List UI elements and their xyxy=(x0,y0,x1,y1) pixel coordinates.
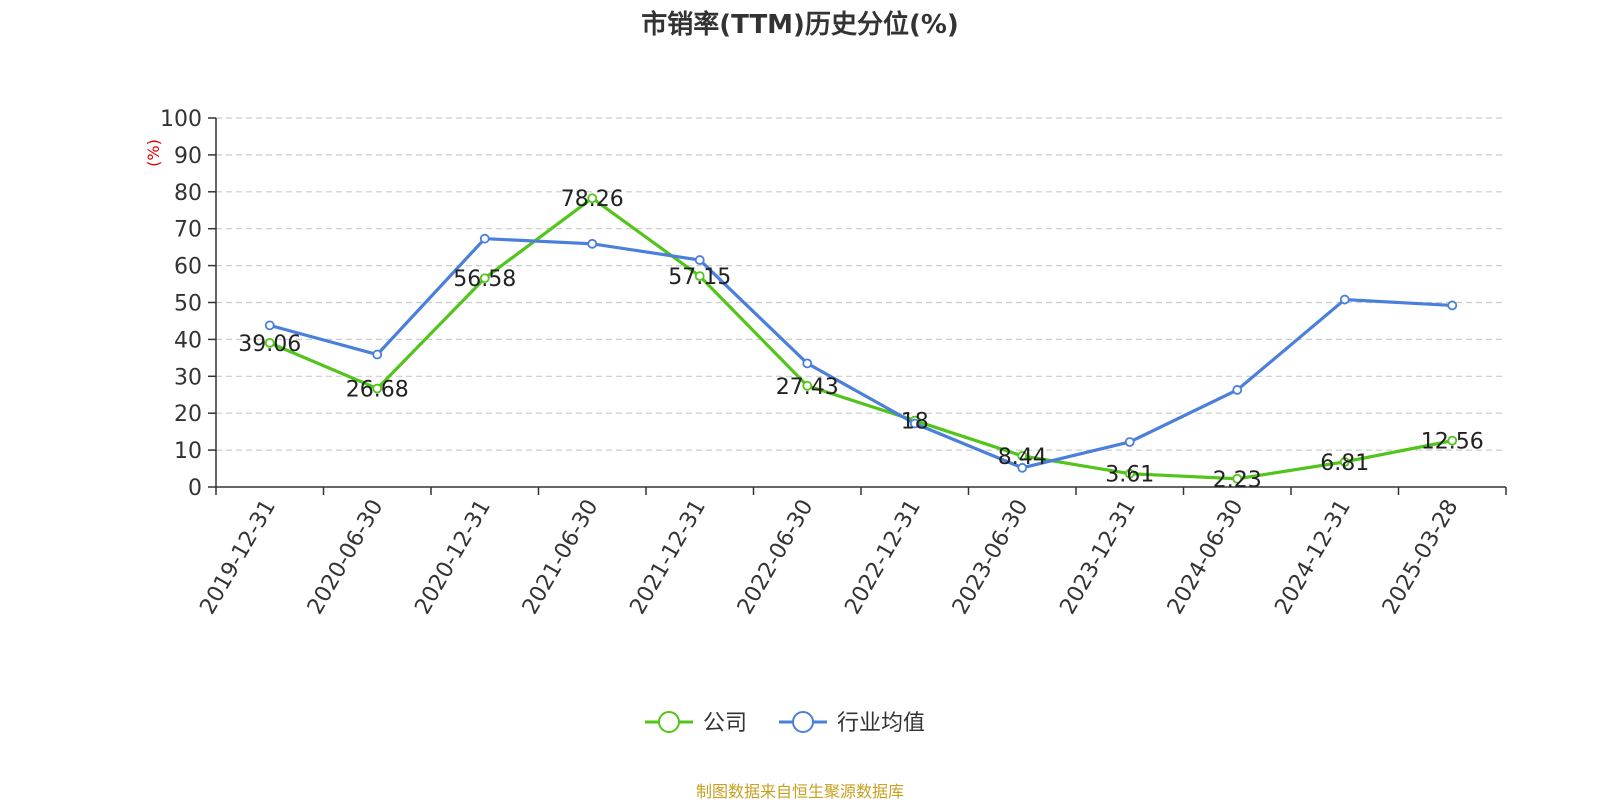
point-公司-2023-12-31[interactable] xyxy=(1124,468,1135,479)
x-tick-label-2023-12-31: 2023-12-31 xyxy=(1055,496,1141,619)
data-label-2020-06-30: 26.68 xyxy=(346,378,409,403)
axes: 0 10 20 30 40 50 60 70 80 90 100 (%) 2019-12-31 2020-… xyxy=(144,107,1507,619)
series-line-公司 xyxy=(269,196,1453,481)
point-公司-2025-03-28[interactable] xyxy=(1447,435,1458,446)
point-行业均值-2022-06-30[interactable] xyxy=(802,358,813,369)
y-axis-label: (%) xyxy=(144,139,163,167)
point-行业均值-2023-06-30[interactable] xyxy=(1017,462,1028,473)
point-行业均值-2020-12-31[interactable] xyxy=(479,233,490,244)
x-tick-label-2020-06-30: 2020-06-30 xyxy=(303,496,389,619)
point-公司-2021-12-31[interactable] xyxy=(694,271,705,282)
point-行业均值-2021-06-30[interactable] xyxy=(587,238,598,249)
series-lines xyxy=(264,193,1458,484)
point-公司-2024-12-31[interactable] xyxy=(1339,456,1350,467)
point-行业均值-2019-12-31[interactable] xyxy=(264,320,275,331)
data-label-2024-06-30: 2.23 xyxy=(1213,468,1262,493)
point-行业均值-2021-12-31[interactable] xyxy=(694,255,705,265)
x-tick-label-2019-12-31: 2019-12-31 xyxy=(195,496,281,619)
point-公司-2023-06-30[interactable] xyxy=(1017,450,1028,461)
point-行业均值-2024-12-31[interactable] xyxy=(1339,294,1350,305)
x-tick-label-2024-06-30: 2024-06-30 xyxy=(1163,496,1249,619)
data-label-2025-03-28: 12.56 xyxy=(1421,430,1484,455)
y-tick-label-80: 80 xyxy=(174,181,202,206)
point-公司-2019-12-31[interactable] xyxy=(264,337,275,348)
grid-lines xyxy=(216,117,1506,451)
y-tick-label-100: 100 xyxy=(160,107,202,132)
data-label-2020-12-31: 56.58 xyxy=(453,267,516,292)
source-note: 制图数据来自恒生聚源数据库 xyxy=(695,782,904,801)
data-label-2024-12-31: 6.81 xyxy=(1320,451,1369,476)
data-labels: 39.06 26.68 56.58 78.26 57.15 27.43 18 8.44 3.61… xyxy=(238,187,1483,493)
data-label-2019-12-31: 39.06 xyxy=(238,332,301,357)
legend[interactable]: 公司 行业均值 xyxy=(645,711,925,736)
data-label-2023-06-30: 8.44 xyxy=(998,445,1047,470)
legend-swatch-marker xyxy=(658,711,680,733)
x-tick-label-2022-12-31: 2022-12-31 xyxy=(840,496,926,619)
x-tick-label-2024-12-31: 2024-12-31 xyxy=(1270,496,1356,619)
legend-item-行业均值[interactable]: 行业均值 xyxy=(779,711,925,736)
x-tick-label-2020-12-31: 2020-12-31 xyxy=(410,496,496,619)
point-公司-2020-06-30[interactable] xyxy=(372,383,383,394)
point-行业均值-2023-12-31[interactable] xyxy=(1124,437,1135,447)
point-行业均值-2024-06-30[interactable] xyxy=(1232,385,1243,395)
y-tick-label-60: 60 xyxy=(174,255,202,280)
data-label-2021-12-31: 57.15 xyxy=(668,265,731,290)
legend-swatch-marker xyxy=(792,711,814,733)
point-公司-2024-06-30[interactable] xyxy=(1232,473,1243,484)
x-tick-label-2021-06-30: 2021-06-30 xyxy=(518,496,604,619)
data-label-2023-12-31: 3.61 xyxy=(1105,463,1154,488)
y-tick-label-0: 0 xyxy=(188,476,202,501)
series-line-行业均值 xyxy=(269,237,1453,470)
point-公司-2022-06-30[interactable] xyxy=(802,380,813,391)
data-label-2022-06-30: 27.43 xyxy=(776,375,839,400)
point-行业均值-2025-03-28[interactable] xyxy=(1447,300,1458,311)
y-tick-label-70: 70 xyxy=(174,218,202,243)
chart-title: 市销率(TTM)历史分位(%) xyxy=(641,10,959,40)
point-行业均值-2022-12-31[interactable] xyxy=(909,418,920,429)
data-label-2021-06-30: 78.26 xyxy=(561,187,624,212)
x-tick-label-2023-06-30: 2023-06-30 xyxy=(948,496,1034,619)
y-tick-label-90: 90 xyxy=(174,144,202,169)
y-tick-label-20: 20 xyxy=(174,402,202,427)
point-公司-2021-06-30[interactable] xyxy=(587,193,598,204)
data-label-2022-12-31: 18 xyxy=(901,410,929,435)
point-公司-2020-12-31[interactable] xyxy=(479,273,490,284)
legend-item-公司[interactable]: 公司 xyxy=(645,711,747,736)
x-tick-label-2021-12-31: 2021-12-31 xyxy=(625,496,711,619)
y-tick-label-10: 10 xyxy=(174,439,202,464)
y-tick-label-50: 50 xyxy=(174,292,202,317)
y-tick-label-40: 40 xyxy=(174,328,202,353)
legend-label: 公司 xyxy=(703,711,747,736)
x-tick-label-2022-06-30: 2022-06-30 xyxy=(733,496,819,619)
y-tick-label-30: 30 xyxy=(174,365,202,390)
point-行业均值-2020-06-30[interactable] xyxy=(372,349,383,360)
x-tick-label-2025-03-28: 2025-03-28 xyxy=(1378,496,1464,619)
legend-label: 行业均值 xyxy=(837,711,925,736)
